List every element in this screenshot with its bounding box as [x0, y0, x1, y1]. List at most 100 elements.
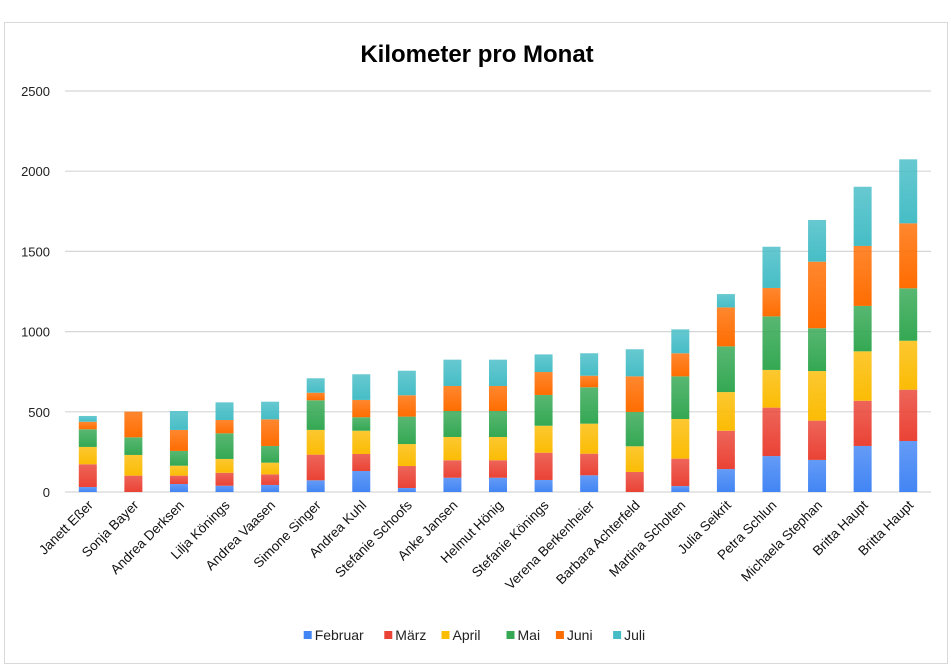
bar-segment-m-rz [124, 475, 143, 492]
bar-segment-m-rz [261, 474, 280, 485]
bar-segment-april [169, 465, 188, 476]
bar-segment-april [625, 446, 644, 472]
bar-segment-m-rz [625, 471, 644, 492]
bar-segment-april [352, 430, 371, 454]
legend-label: März [395, 627, 426, 643]
bar-segment-april [899, 340, 918, 390]
bar-segment-april [443, 436, 462, 461]
bar-segment-februar [306, 480, 325, 492]
bar-segment-m-rz [352, 453, 371, 471]
bar-segment-mai [397, 416, 416, 445]
bar-segment-mai [671, 376, 690, 420]
bar-stack [397, 370, 416, 492]
bars [78, 159, 918, 492]
bar-segment-februar [762, 456, 781, 492]
bar-segment-m-rz [443, 460, 462, 478]
bar-segment-juni [397, 395, 416, 417]
bar-segment-februar [716, 469, 735, 492]
bar-segment-mai [443, 410, 462, 437]
bar-segment-m-rz [762, 407, 781, 457]
bar-segment-mai [534, 394, 553, 426]
bar-stack [352, 374, 371, 492]
legend-label: Februar [315, 627, 364, 643]
bar-stack [671, 329, 690, 492]
bar-segment-juni [306, 392, 325, 401]
bar-stack [261, 401, 280, 492]
bar-segment-mai [352, 417, 371, 431]
bar-segment-juli [580, 353, 599, 376]
bar-segment-april [306, 429, 325, 455]
bar-segment-juli [169, 410, 188, 430]
bar-segment-februar [443, 477, 462, 492]
bar-segment-mai [489, 410, 507, 437]
bar-stack [762, 246, 781, 492]
chart-title: Kilometer pro Monat [360, 41, 593, 68]
bar-segment-mai [124, 437, 143, 455]
bar-segment-april [671, 419, 690, 459]
bar-stack [808, 219, 827, 492]
bar-segment-m-rz [169, 475, 188, 484]
x-tick-label: Verena Berkenheier [502, 497, 597, 592]
bar-segment-juli [808, 219, 827, 262]
bar-segment-juni [899, 223, 918, 289]
bar-segment-februar [169, 483, 188, 492]
x-tick-label: Stefanie Schoofs [332, 497, 415, 580]
bar-stack [534, 354, 553, 492]
bar-segment-mai [78, 429, 97, 447]
bar-segment-juli [762, 246, 781, 288]
bar-segment-juni [443, 385, 462, 411]
bar-stack [169, 410, 188, 492]
bar-segment-juli [625, 349, 644, 377]
bar-stack [215, 402, 234, 492]
legend-label: April [453, 627, 481, 643]
x-tick-label: Barbara Achterfeld [553, 498, 643, 588]
bar-stack [716, 294, 735, 492]
bar-segment-juli [215, 402, 234, 420]
legend: Februar März April Mai Juni Juli [303, 627, 645, 643]
bar-segment-april [489, 436, 507, 461]
bar-stack [899, 159, 918, 492]
bar-stack [124, 411, 143, 492]
bar-segment-mai [215, 433, 234, 459]
legend-label: Juli [624, 627, 645, 643]
bar-segment-m-rz [671, 458, 690, 487]
y-tick-label: 500 [28, 405, 50, 420]
legend-item-juli: Juli [613, 627, 645, 643]
bar-segment-april [261, 462, 280, 475]
bar-stack [443, 359, 462, 492]
bar-segment-april [853, 351, 872, 401]
bar-stack [306, 378, 325, 492]
bar-segment-februar [899, 440, 918, 492]
bar-segment-juni [169, 429, 188, 451]
bar-segment-juli [78, 415, 97, 422]
bar-segment-juli [397, 370, 416, 396]
bar-segment-mai [169, 450, 188, 466]
bar-segment-juli [716, 294, 735, 308]
bar-segment-m-rz [215, 472, 234, 486]
bar-segment-februar [261, 484, 280, 492]
y-tick-label: 0 [43, 485, 50, 500]
bar-segment-juni [808, 261, 827, 329]
legend-swatch [506, 631, 515, 639]
bar-segment-juli [261, 401, 280, 420]
bar-segment-m-rz [808, 420, 827, 460]
bar-segment-juni [580, 375, 599, 388]
bar-segment-juli [306, 378, 325, 393]
bar-segment-april [397, 444, 416, 467]
bar-segment-m-rz [580, 453, 599, 476]
bar-segment-april [215, 458, 234, 473]
bar-segment-april [762, 369, 781, 408]
bar-segment-juni [716, 307, 735, 347]
bar-segment-juni [671, 353, 690, 377]
bar-segment-m-rz [853, 400, 872, 446]
bar-stack [625, 349, 644, 492]
bar-segment-april [534, 425, 553, 453]
bar-segment-april [78, 446, 97, 465]
bar-segment-juni [534, 372, 553, 395]
bar-segment-m-rz [899, 389, 918, 441]
bar-segment-februar [397, 487, 416, 492]
bar-segment-februar [534, 479, 553, 492]
bar-segment-juni [124, 411, 143, 438]
legend-item-juni: Juni [555, 627, 593, 643]
bar-segment-m-rz [397, 466, 416, 488]
